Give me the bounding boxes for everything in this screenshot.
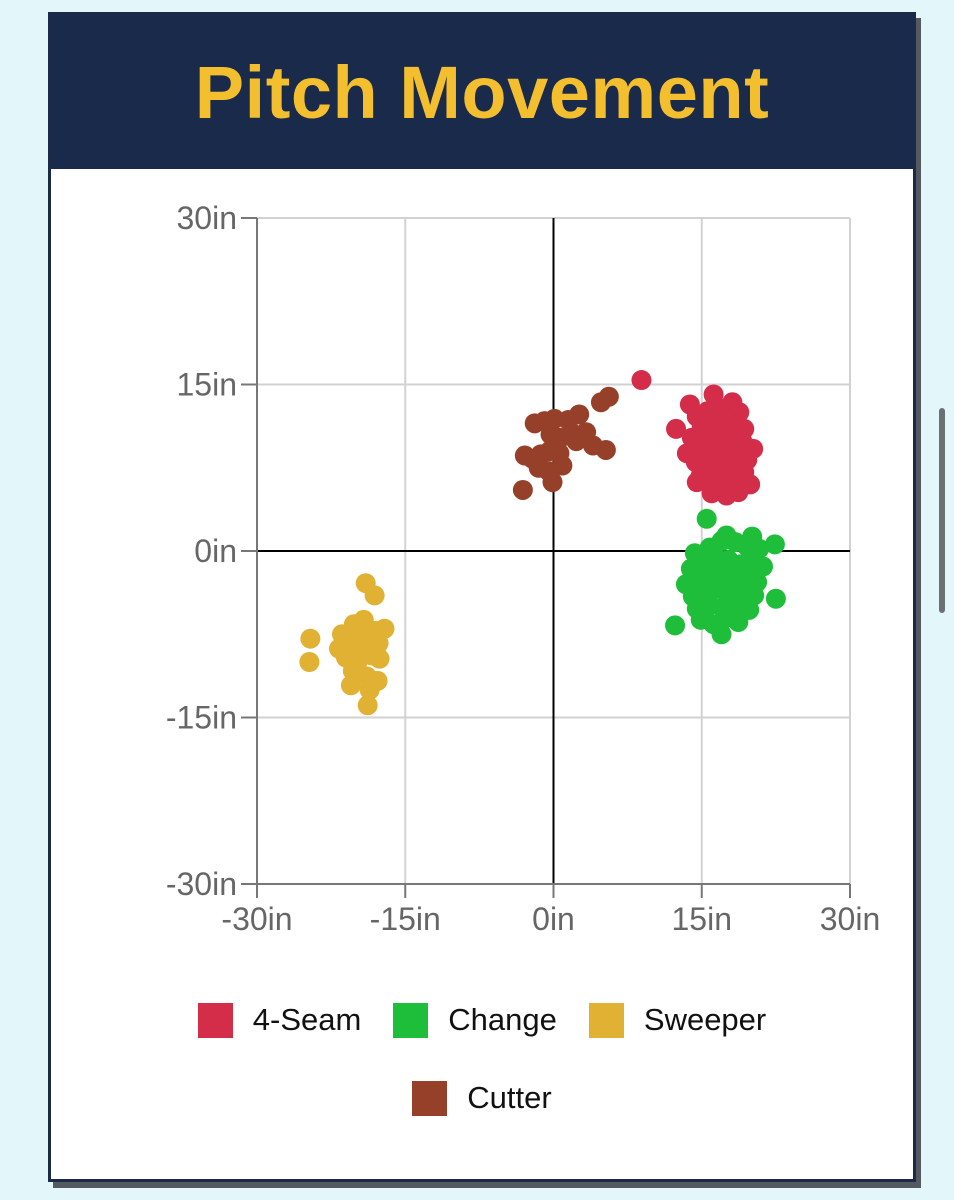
point-change — [764, 534, 785, 555]
x-tick-label: -15in — [370, 901, 441, 937]
point-cutter — [542, 472, 563, 493]
y-tick-label: 0in — [194, 533, 237, 569]
point-cutter — [569, 404, 590, 425]
y-tick-label: -15in — [166, 700, 237, 736]
legend-item-sweeper[interactable]: Sweeper — [588, 1002, 767, 1038]
point-sweeper — [359, 679, 380, 700]
point-sweeper — [357, 695, 378, 716]
x-tick-label: 15in — [672, 901, 733, 937]
legend-label-cutter: Cutter — [467, 1080, 552, 1115]
point-change — [753, 556, 774, 577]
x-tick-label: 0in — [532, 901, 575, 937]
point-sweeper — [345, 640, 366, 661]
chart-title: Pitch Movement — [194, 50, 770, 134]
point-4-seam — [666, 418, 687, 439]
legend-swatch-sweeper — [588, 1002, 624, 1038]
point-cutter — [512, 479, 533, 500]
point-4-seam — [694, 461, 715, 482]
point-4-seam — [709, 476, 730, 497]
x-tick-label: -30in — [221, 901, 292, 937]
y-tick-label: 15in — [177, 367, 238, 403]
legend-row-1: 4-Seam Change Sweeper — [51, 1002, 913, 1038]
point-change — [765, 588, 786, 609]
scatter-plot: 30in 15in 0in -15in -30in-30in -15in 0in 15in 30… — [166, 200, 881, 937]
point-change — [728, 612, 749, 633]
page-scrollbar[interactable] — [939, 408, 945, 613]
y-tick-label: -30in — [166, 866, 237, 902]
x-tick-label: 30in — [820, 901, 881, 937]
point-4-seam — [631, 370, 652, 391]
legend-label-4-seam: 4-Seam — [252, 1002, 362, 1037]
legend-label-sweeper: Sweeper — [643, 1002, 767, 1037]
point-change — [711, 624, 732, 645]
point-sweeper — [340, 675, 361, 696]
legend-row-2: Cutter — [51, 1080, 913, 1116]
point-sweeper — [350, 623, 371, 644]
legend-swatch-4-seam — [197, 1002, 233, 1038]
point-4-seam — [728, 482, 749, 503]
point-change — [696, 508, 717, 529]
legend-swatch-change — [393, 1002, 429, 1038]
point-change — [665, 615, 686, 636]
y-tick-label: 30in — [177, 200, 238, 236]
point-sweeper — [299, 652, 320, 672]
legend-item-cutter[interactable]: Cutter — [412, 1080, 552, 1116]
point-sweeper — [364, 585, 385, 606]
point-cutter — [595, 439, 616, 460]
legend-item-change[interactable]: Change — [393, 1002, 557, 1038]
chart-card: Pitch Movement 30in 15in 0in -15in -30in -30i… — [48, 12, 916, 1182]
point-sweeper — [300, 628, 321, 649]
legend-swatch-cutter — [412, 1080, 448, 1116]
point-cutter — [590, 392, 611, 413]
point-sweeper — [369, 648, 390, 669]
chart-header: Pitch Movement — [51, 15, 913, 169]
legend-item-4-seam[interactable]: 4-Seam — [197, 1002, 362, 1038]
point-cutter — [566, 431, 587, 452]
legend-label-change: Change — [448, 1002, 557, 1037]
